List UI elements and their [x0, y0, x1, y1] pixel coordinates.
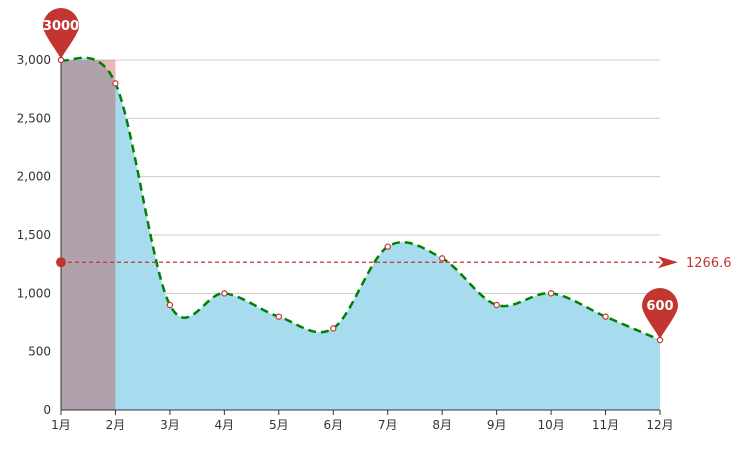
- x-tick-label: 4月: [215, 418, 235, 432]
- max-pin-label: 3000: [43, 19, 79, 34]
- data-point: [166, 301, 174, 309]
- x-tick-label: 9月: [487, 418, 507, 432]
- y-tick-label: 2,500: [17, 111, 51, 125]
- x-tick-label: 6月: [323, 418, 343, 432]
- data-point: [547, 290, 555, 297]
- y-tick-label: 2,000: [17, 170, 51, 184]
- data-point: [384, 243, 391, 250]
- series-area: [61, 57, 660, 410]
- data-point: [438, 255, 446, 262]
- x-tick-label: 5月: [269, 418, 289, 432]
- data-points: [57, 56, 664, 344]
- y-tick-label: 1,500: [17, 228, 51, 242]
- x-tick-label: 2月: [106, 418, 126, 432]
- average-line-label: 1266.67: [686, 256, 732, 271]
- y-tick-label: 3,000: [17, 53, 51, 67]
- data-point: [221, 290, 228, 297]
- data-point: [493, 301, 500, 309]
- y-tick-label: 0: [43, 403, 51, 417]
- x-tick-label: 1月: [51, 418, 71, 432]
- y-tick-label: 1,000: [17, 286, 51, 300]
- min-pin-label: 600: [646, 299, 673, 314]
- min-mark-pin: 600: [642, 288, 678, 339]
- average-mark-line: 1266.67: [56, 256, 732, 271]
- data-point: [112, 80, 119, 87]
- x-tick-label: 10月: [537, 418, 564, 432]
- x-tick-label: 7月: [378, 418, 398, 432]
- max-pin-shape: [43, 8, 79, 59]
- y-tick-label: 500: [28, 345, 51, 359]
- axes: 0 500 1,000 1,500 2,000 2,500 3,000 1月 2月 3月 4月 5月 6…: [17, 52, 674, 432]
- x-tick-label: 3月: [160, 418, 180, 432]
- min-pin-shape: [642, 288, 678, 339]
- average-line-start-dot: [56, 257, 66, 268]
- data-point: [330, 325, 337, 332]
- average-line-arrow: [658, 256, 678, 269]
- data-point: [275, 313, 283, 320]
- x-tick-label: 12月: [646, 418, 673, 432]
- data-point: [602, 313, 609, 320]
- x-tick-label: 8月: [432, 418, 452, 432]
- max-mark-pin: 3000: [43, 8, 79, 59]
- x-tick-label: 11月: [592, 418, 619, 432]
- mark-area-highlight: [61, 60, 116, 410]
